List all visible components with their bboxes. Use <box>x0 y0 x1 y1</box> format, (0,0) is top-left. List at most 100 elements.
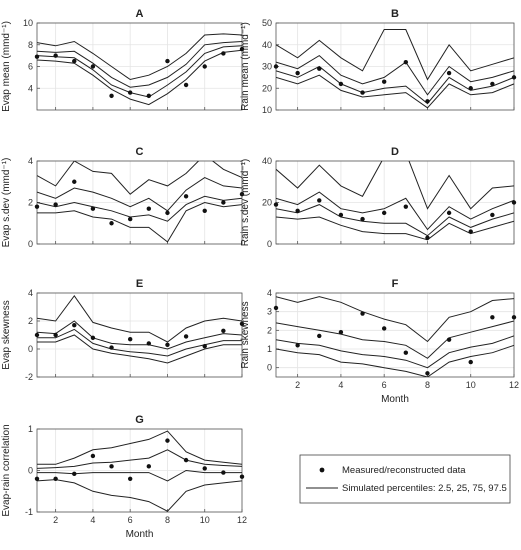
percentile-line-p2_5 <box>37 334 242 364</box>
legend-label-measured: Measured/reconstructed data <box>342 465 466 476</box>
x-tick-label: 6 <box>128 515 133 525</box>
legend-box <box>299 454 511 504</box>
measured-point <box>90 64 96 69</box>
measured-point <box>239 321 245 326</box>
measured-point <box>90 206 96 211</box>
percentile-line-p25 <box>37 45 242 98</box>
measured-point <box>34 54 40 59</box>
measured-point <box>183 334 189 339</box>
legend: Measured/reconstructed data Simulated pe… <box>299 454 511 504</box>
measured-point <box>295 343 300 348</box>
percentile-line-p2_5 <box>276 344 514 377</box>
percentile-lines <box>37 294 242 364</box>
percentile-line-p2_5 <box>276 216 514 241</box>
measured-point <box>446 210 452 216</box>
measured-point <box>511 75 517 80</box>
measured-point <box>146 341 152 346</box>
measured-point <box>127 337 133 342</box>
percentile-line-p75 <box>276 320 514 359</box>
percentile-lines <box>37 430 242 512</box>
measured-point <box>425 371 430 376</box>
y-tick-label: 10 <box>23 18 33 28</box>
y-axis-label: Evap s.dev (mmd⁻¹) <box>1 158 12 248</box>
plot-frame <box>36 292 243 378</box>
measured-point <box>295 70 300 76</box>
y-tick-label: 4 <box>28 156 33 166</box>
y-tick-label: 1 <box>267 344 272 354</box>
measured-point <box>183 457 189 463</box>
x-axis-label: Month <box>381 394 409 405</box>
percentile-lines <box>37 33 242 106</box>
percentile-line-p97_5 <box>276 29 514 81</box>
measured-point <box>221 200 226 205</box>
y-tick-label: 0 <box>28 466 33 476</box>
panel-title: A <box>136 8 144 20</box>
panel-title: C <box>136 146 144 158</box>
measured-point <box>273 64 279 69</box>
y-axis-label: Rain mean (mmd⁻¹) <box>240 22 251 111</box>
percentile-lines <box>276 161 514 241</box>
measured-point <box>239 474 245 479</box>
x-tick-label: 2 <box>53 515 58 525</box>
measured-point <box>34 204 40 209</box>
percentile-line-p75 <box>276 54 514 96</box>
measured-point <box>425 235 430 240</box>
measured-point <box>72 179 77 184</box>
measured-point <box>221 470 226 475</box>
measured-point <box>295 208 300 213</box>
panel-title: D <box>391 146 399 158</box>
measured-point <box>381 79 387 84</box>
percentile-line-p97_5 <box>276 161 514 210</box>
measured-point <box>72 323 77 328</box>
measured-point <box>202 64 207 69</box>
percentile-line-p75 <box>37 320 242 350</box>
y-tick-label: 40 <box>262 40 272 50</box>
measured-point <box>109 464 114 469</box>
measured-point <box>468 229 473 234</box>
measured-point <box>202 344 207 349</box>
y-axis-label: Rain s.dev (mmd⁻¹) <box>240 159 251 247</box>
x-tick-label: 12 <box>237 515 247 525</box>
y-tick-label: 6 <box>28 62 33 72</box>
percentile-line-p97_5 <box>37 161 242 195</box>
legend-label-simulated: Simulated percentiles: 2.5, 25, 75, 97.5 <box>342 483 507 494</box>
measured-point <box>490 315 495 320</box>
percentile-line-p25 <box>276 335 514 369</box>
measured-point <box>165 210 170 216</box>
y-tick-label: 4 <box>28 288 33 298</box>
measured-point <box>403 59 409 65</box>
y-tick-label: 4 <box>28 83 33 93</box>
x-tick-label: 10 <box>466 380 476 390</box>
measured-point <box>511 315 517 320</box>
measured-point <box>53 53 58 58</box>
y-tick-label: 20 <box>262 198 272 208</box>
measured-point <box>127 476 133 481</box>
panel-title: G <box>135 414 144 426</box>
measured-point <box>490 212 495 218</box>
measured-point <box>53 202 58 207</box>
percentile-line-p2_5 <box>276 74 514 109</box>
percentile-line-p25 <box>37 328 242 357</box>
y-tick-label: 0 <box>267 239 272 249</box>
y-tick-label: 10 <box>262 105 272 115</box>
y-tick-label: 8 <box>28 40 33 50</box>
measured-point <box>360 311 365 316</box>
measured-point <box>202 466 207 471</box>
x-tick-label: 4 <box>338 380 343 390</box>
percentile-lines <box>276 29 514 109</box>
percentile-line-p97_5 <box>37 33 242 81</box>
percentile-line-p75 <box>37 449 242 469</box>
percentile-line-p2_5 <box>37 479 242 512</box>
measured-point <box>72 471 77 477</box>
plot-frame <box>275 292 515 378</box>
measured-point <box>338 81 344 87</box>
measured-point <box>338 212 344 218</box>
measured-point <box>146 464 152 469</box>
measured-point <box>239 192 245 197</box>
y-tick-label: 0 <box>28 239 33 249</box>
measured-point <box>317 198 322 203</box>
percentile-line-p2_5 <box>37 201 242 243</box>
percentile-line-p25 <box>37 195 242 222</box>
